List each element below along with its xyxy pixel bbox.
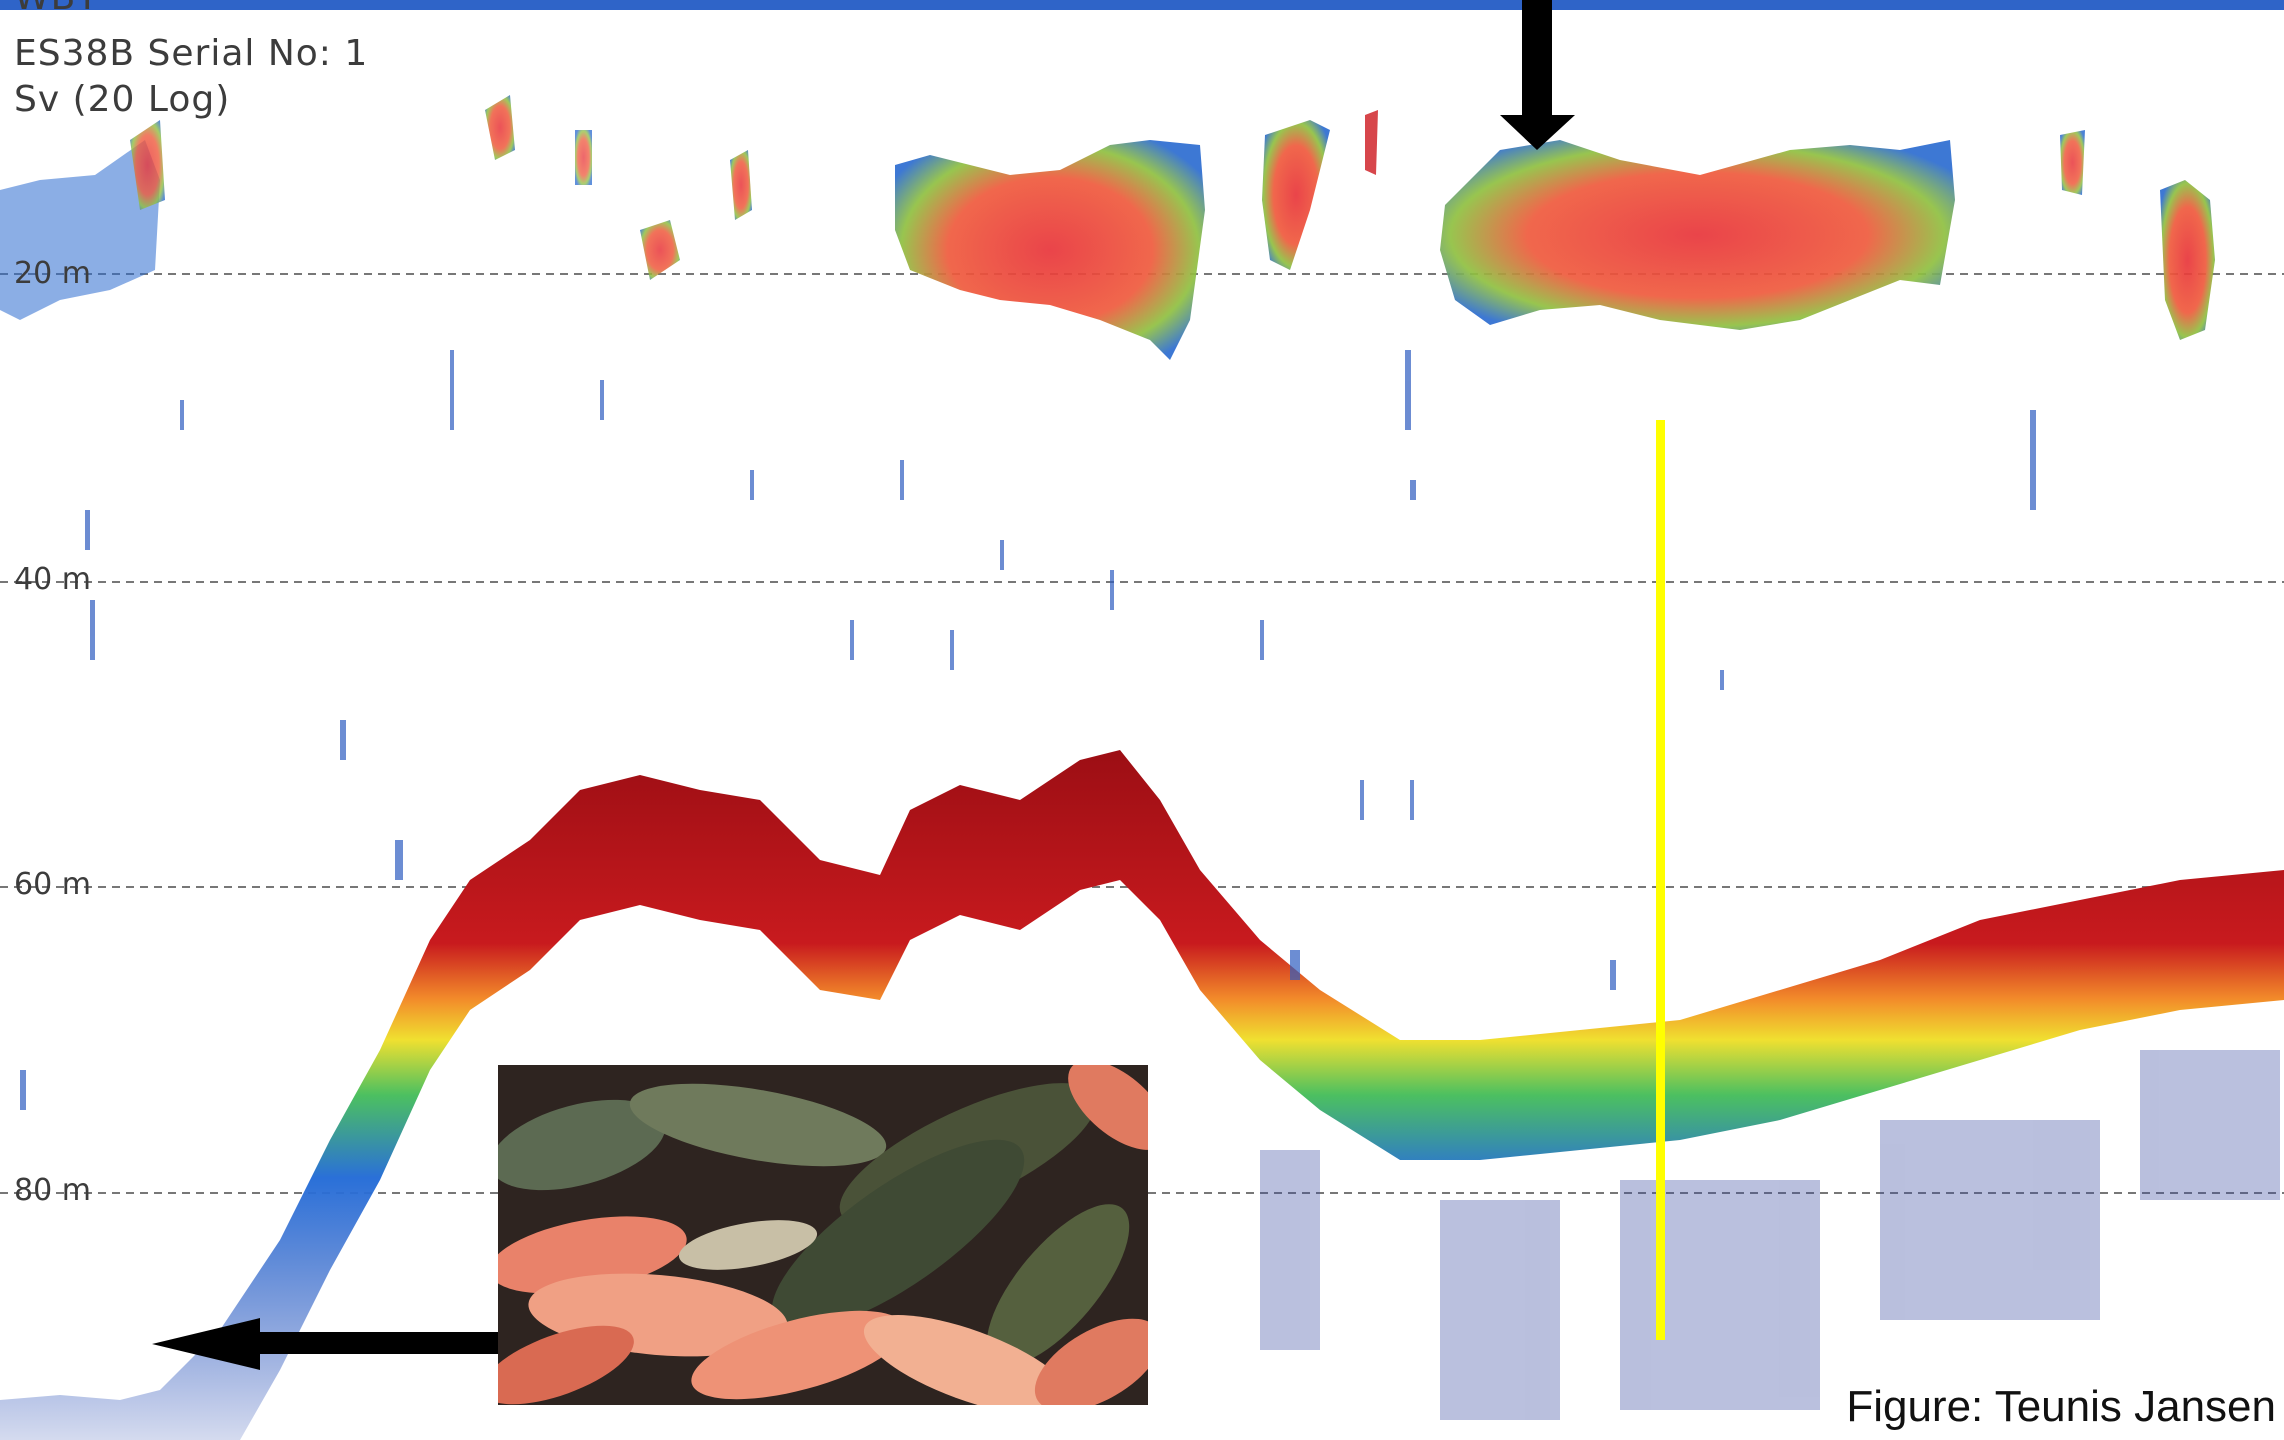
- fish-school: [1365, 110, 1378, 175]
- scattered-targets: [20, 350, 2036, 1110]
- fish-school: [1440, 140, 1955, 330]
- fish-school: [640, 220, 680, 280]
- sub-bottom-scatter: [1260, 1050, 2280, 1420]
- fish-catch-photo: [498, 1065, 1148, 1405]
- fish-school: [895, 140, 1205, 360]
- depth-label-40: 40 m: [14, 562, 91, 597]
- fish-schools: [0, 95, 2215, 360]
- seabed-echo: [0, 750, 2284, 1440]
- fish-school: [130, 120, 165, 210]
- fish-school: [2160, 180, 2215, 340]
- header-partial-label: WBT: [14, 0, 99, 18]
- fish-school: [485, 95, 515, 160]
- depth-label-20: 20 m: [14, 256, 91, 291]
- fish-school: [730, 150, 752, 220]
- fish-school: [575, 130, 592, 185]
- window-top-bar: [0, 0, 2284, 10]
- catch-photo-drawing: [498, 1065, 1148, 1405]
- black-down-arrow: [1500, 0, 1575, 150]
- depth-label-80: 80 m: [14, 1173, 91, 1208]
- transducer-label: ES38B Serial No: 1: [14, 33, 369, 74]
- black-left-arrow: [152, 1318, 500, 1370]
- depth-label-60: 60 m: [14, 867, 91, 902]
- sv-mode-label: Sv (20 Log): [14, 79, 231, 120]
- yellow-marker-line: [1656, 420, 1665, 1340]
- fish-school: [1262, 120, 1330, 270]
- figure-credit: Figure: Teunis Jansen: [1846, 1382, 2276, 1431]
- fish-school: [2060, 130, 2085, 195]
- fish-school: [0, 140, 160, 320]
